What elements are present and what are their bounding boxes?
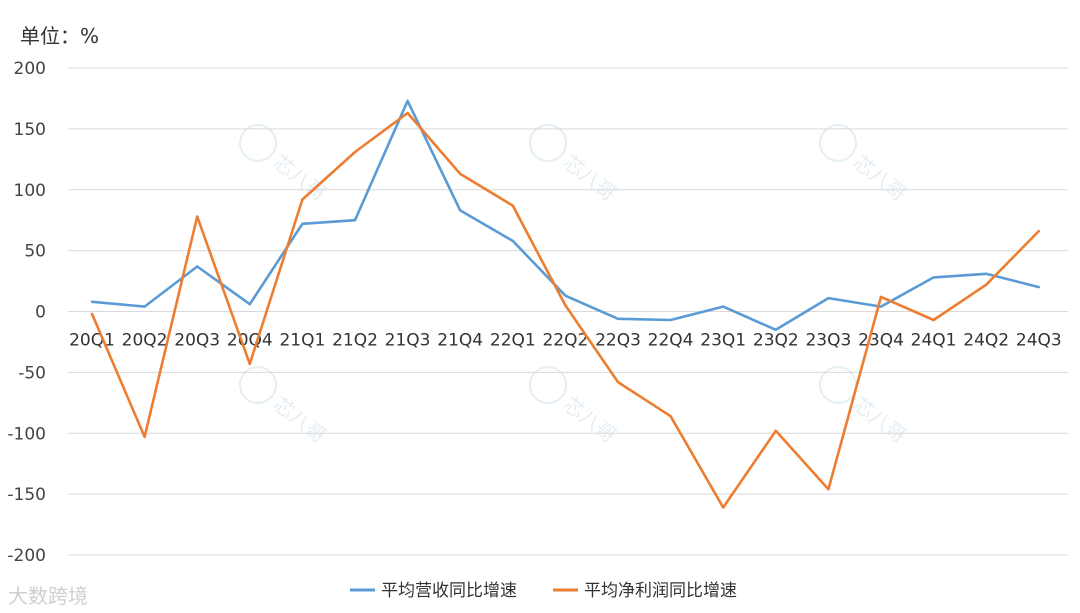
watermark: 芯八哥 xyxy=(529,124,621,206)
y-tick-label: 200 xyxy=(14,59,46,79)
y-tick-label: 150 xyxy=(14,120,46,140)
x-tick-label: 22Q4 xyxy=(648,331,694,351)
series-line-2 xyxy=(90,111,1041,509)
y-tick-label: 50 xyxy=(24,242,46,262)
x-tick-label: 20Q4 xyxy=(227,331,273,351)
series-lines xyxy=(90,99,1041,509)
watermark: 芯八哥 xyxy=(529,366,621,448)
series-line-1 xyxy=(90,99,1041,332)
watermark-logo-icon xyxy=(529,124,567,162)
x-tick-label: 20Q3 xyxy=(174,331,220,351)
watermark: 芯八哥 xyxy=(819,124,911,206)
watermark: 芯八哥 xyxy=(239,366,331,448)
watermark-logo-icon xyxy=(819,124,857,162)
y-tick-label: -50 xyxy=(18,363,46,383)
y-axis-ticks: 200 150 100 50 0 -50 -100 -150 -200 xyxy=(7,59,46,566)
legend: 平均营收同比增速 平均净利润同比增速 xyxy=(350,581,737,601)
x-tick-label: 22Q3 xyxy=(595,331,641,351)
x-tick-label: 23Q3 xyxy=(805,331,851,351)
x-tick-label: 20Q1 xyxy=(69,331,115,351)
x-tick-label: 24Q1 xyxy=(911,331,957,351)
unit-label: 单位：% xyxy=(20,24,100,48)
watermark: 芯八哥 xyxy=(239,124,331,206)
watermark-logo-icon xyxy=(239,366,277,404)
x-axis-ticks: 20Q1 20Q2 20Q3 20Q4 21Q1 21Q2 21Q3 21Q4 22Q1 22Q2… xyxy=(69,331,1062,351)
grid-lines xyxy=(68,67,1068,556)
watermark-text: 芯八哥 xyxy=(849,392,911,448)
x-tick-label: 21Q3 xyxy=(385,331,431,351)
watermark-text: 芯八哥 xyxy=(269,150,331,206)
y-tick-label: -150 xyxy=(7,485,46,505)
y-tick-label: 0 xyxy=(35,303,46,323)
y-tick-label: -200 xyxy=(7,546,46,566)
y-tick-label: -100 xyxy=(7,424,46,444)
x-tick-label: 24Q3 xyxy=(1016,331,1062,351)
watermark-logo-icon xyxy=(239,124,277,162)
legend-label: 平均营收同比增速 xyxy=(381,581,517,601)
y-tick-label: 100 xyxy=(14,181,46,201)
x-tick-label: 21Q1 xyxy=(279,331,325,351)
x-tick-label: 20Q2 xyxy=(122,331,168,351)
x-tick-label: 22Q1 xyxy=(490,331,536,351)
legend-label: 平均净利润同比增速 xyxy=(584,581,737,601)
x-tick-label: 21Q2 xyxy=(332,331,378,351)
watermark-text: 芯八哥 xyxy=(849,150,911,206)
x-tick-label: 23Q4 xyxy=(858,331,904,351)
watermark-text: 芯八哥 xyxy=(559,150,621,206)
watermark-text: 芯八哥 xyxy=(269,392,331,448)
x-tick-label: 23Q2 xyxy=(753,331,799,351)
x-tick-label: 23Q1 xyxy=(700,331,746,351)
x-tick-label: 22Q2 xyxy=(542,331,588,351)
watermark-text: 芯八哥 xyxy=(559,392,621,448)
footer-logo: 大数跨境 xyxy=(8,584,88,608)
x-tick-label: 21Q4 xyxy=(437,331,483,351)
watermark-logo-icon xyxy=(529,366,567,404)
watermark: 芯八哥 xyxy=(819,366,911,448)
x-tick-label: 24Q2 xyxy=(963,331,1009,351)
